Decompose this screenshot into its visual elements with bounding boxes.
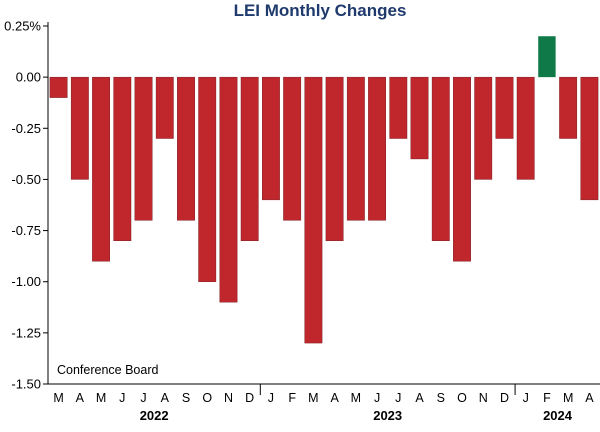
year-label: 2024	[543, 408, 573, 423]
y-tick-label: -1.50	[11, 377, 41, 392]
y-tick-label: 0.00	[16, 70, 41, 85]
x-tick-label: S	[182, 391, 190, 405]
bar	[49, 76, 68, 98]
bar	[325, 76, 344, 242]
bar	[580, 76, 599, 201]
bar	[410, 76, 429, 160]
x-tick-label: N	[479, 391, 488, 405]
bar	[368, 76, 386, 221]
x-tick-label: O	[457, 391, 467, 405]
x-tick-label: A	[585, 391, 594, 405]
bar	[474, 76, 493, 180]
x-tick-label: F	[288, 391, 296, 405]
bar	[177, 76, 195, 221]
bar	[283, 76, 302, 221]
x-tick-label: A	[161, 391, 170, 405]
x-tick-label: M	[53, 391, 63, 405]
source-note: Conference Board	[57, 363, 159, 377]
x-tick-label: A	[330, 391, 339, 405]
bar	[70, 76, 89, 180]
x-tick-label: A	[415, 391, 424, 405]
bar	[389, 76, 408, 139]
y-tick-label: 0.25%	[4, 19, 41, 34]
bar	[134, 76, 153, 221]
x-tick-label: J	[140, 391, 146, 405]
bar	[346, 76, 365, 221]
y-tick-label: -0.50	[11, 172, 41, 187]
y-tick-label: -1.25	[11, 325, 41, 340]
bar	[240, 76, 259, 242]
x-tick-label: O	[202, 391, 212, 405]
bar	[92, 76, 110, 262]
x-tick-label: N	[224, 391, 233, 405]
bar	[262, 76, 280, 201]
chart-title: LEI Monthly Changes	[233, 1, 407, 20]
x-tick-label: J	[119, 391, 125, 405]
x-tick-label: M	[308, 391, 318, 405]
y-tick-label: -1.00	[11, 274, 41, 289]
bar	[219, 76, 238, 303]
bar	[304, 76, 323, 344]
x-tick-label: J	[523, 391, 529, 405]
x-tick-label: J	[395, 391, 401, 405]
bar	[453, 76, 471, 262]
x-tick-label: J	[268, 391, 274, 405]
x-tick-label: S	[437, 391, 445, 405]
y-tick-label: -0.25	[11, 121, 41, 136]
bar	[155, 76, 174, 139]
x-tick-label: J	[374, 391, 380, 405]
x-tick-label: M	[96, 391, 106, 405]
year-label: 2023	[373, 408, 402, 423]
bar	[516, 76, 535, 180]
bar	[538, 36, 556, 78]
x-tick-label: M	[563, 391, 573, 405]
x-tick-label: D	[245, 391, 254, 405]
bar	[495, 76, 514, 139]
x-tick-label: F	[543, 391, 551, 405]
bar	[113, 76, 132, 242]
y-tick-label: -0.75	[11, 223, 41, 238]
x-tick-label: A	[76, 391, 85, 405]
bar	[431, 76, 450, 242]
x-tick-label: D	[500, 391, 509, 405]
year-label: 2022	[140, 408, 169, 423]
bar	[198, 76, 217, 282]
bar	[559, 76, 578, 139]
x-tick-label: M	[351, 391, 361, 405]
